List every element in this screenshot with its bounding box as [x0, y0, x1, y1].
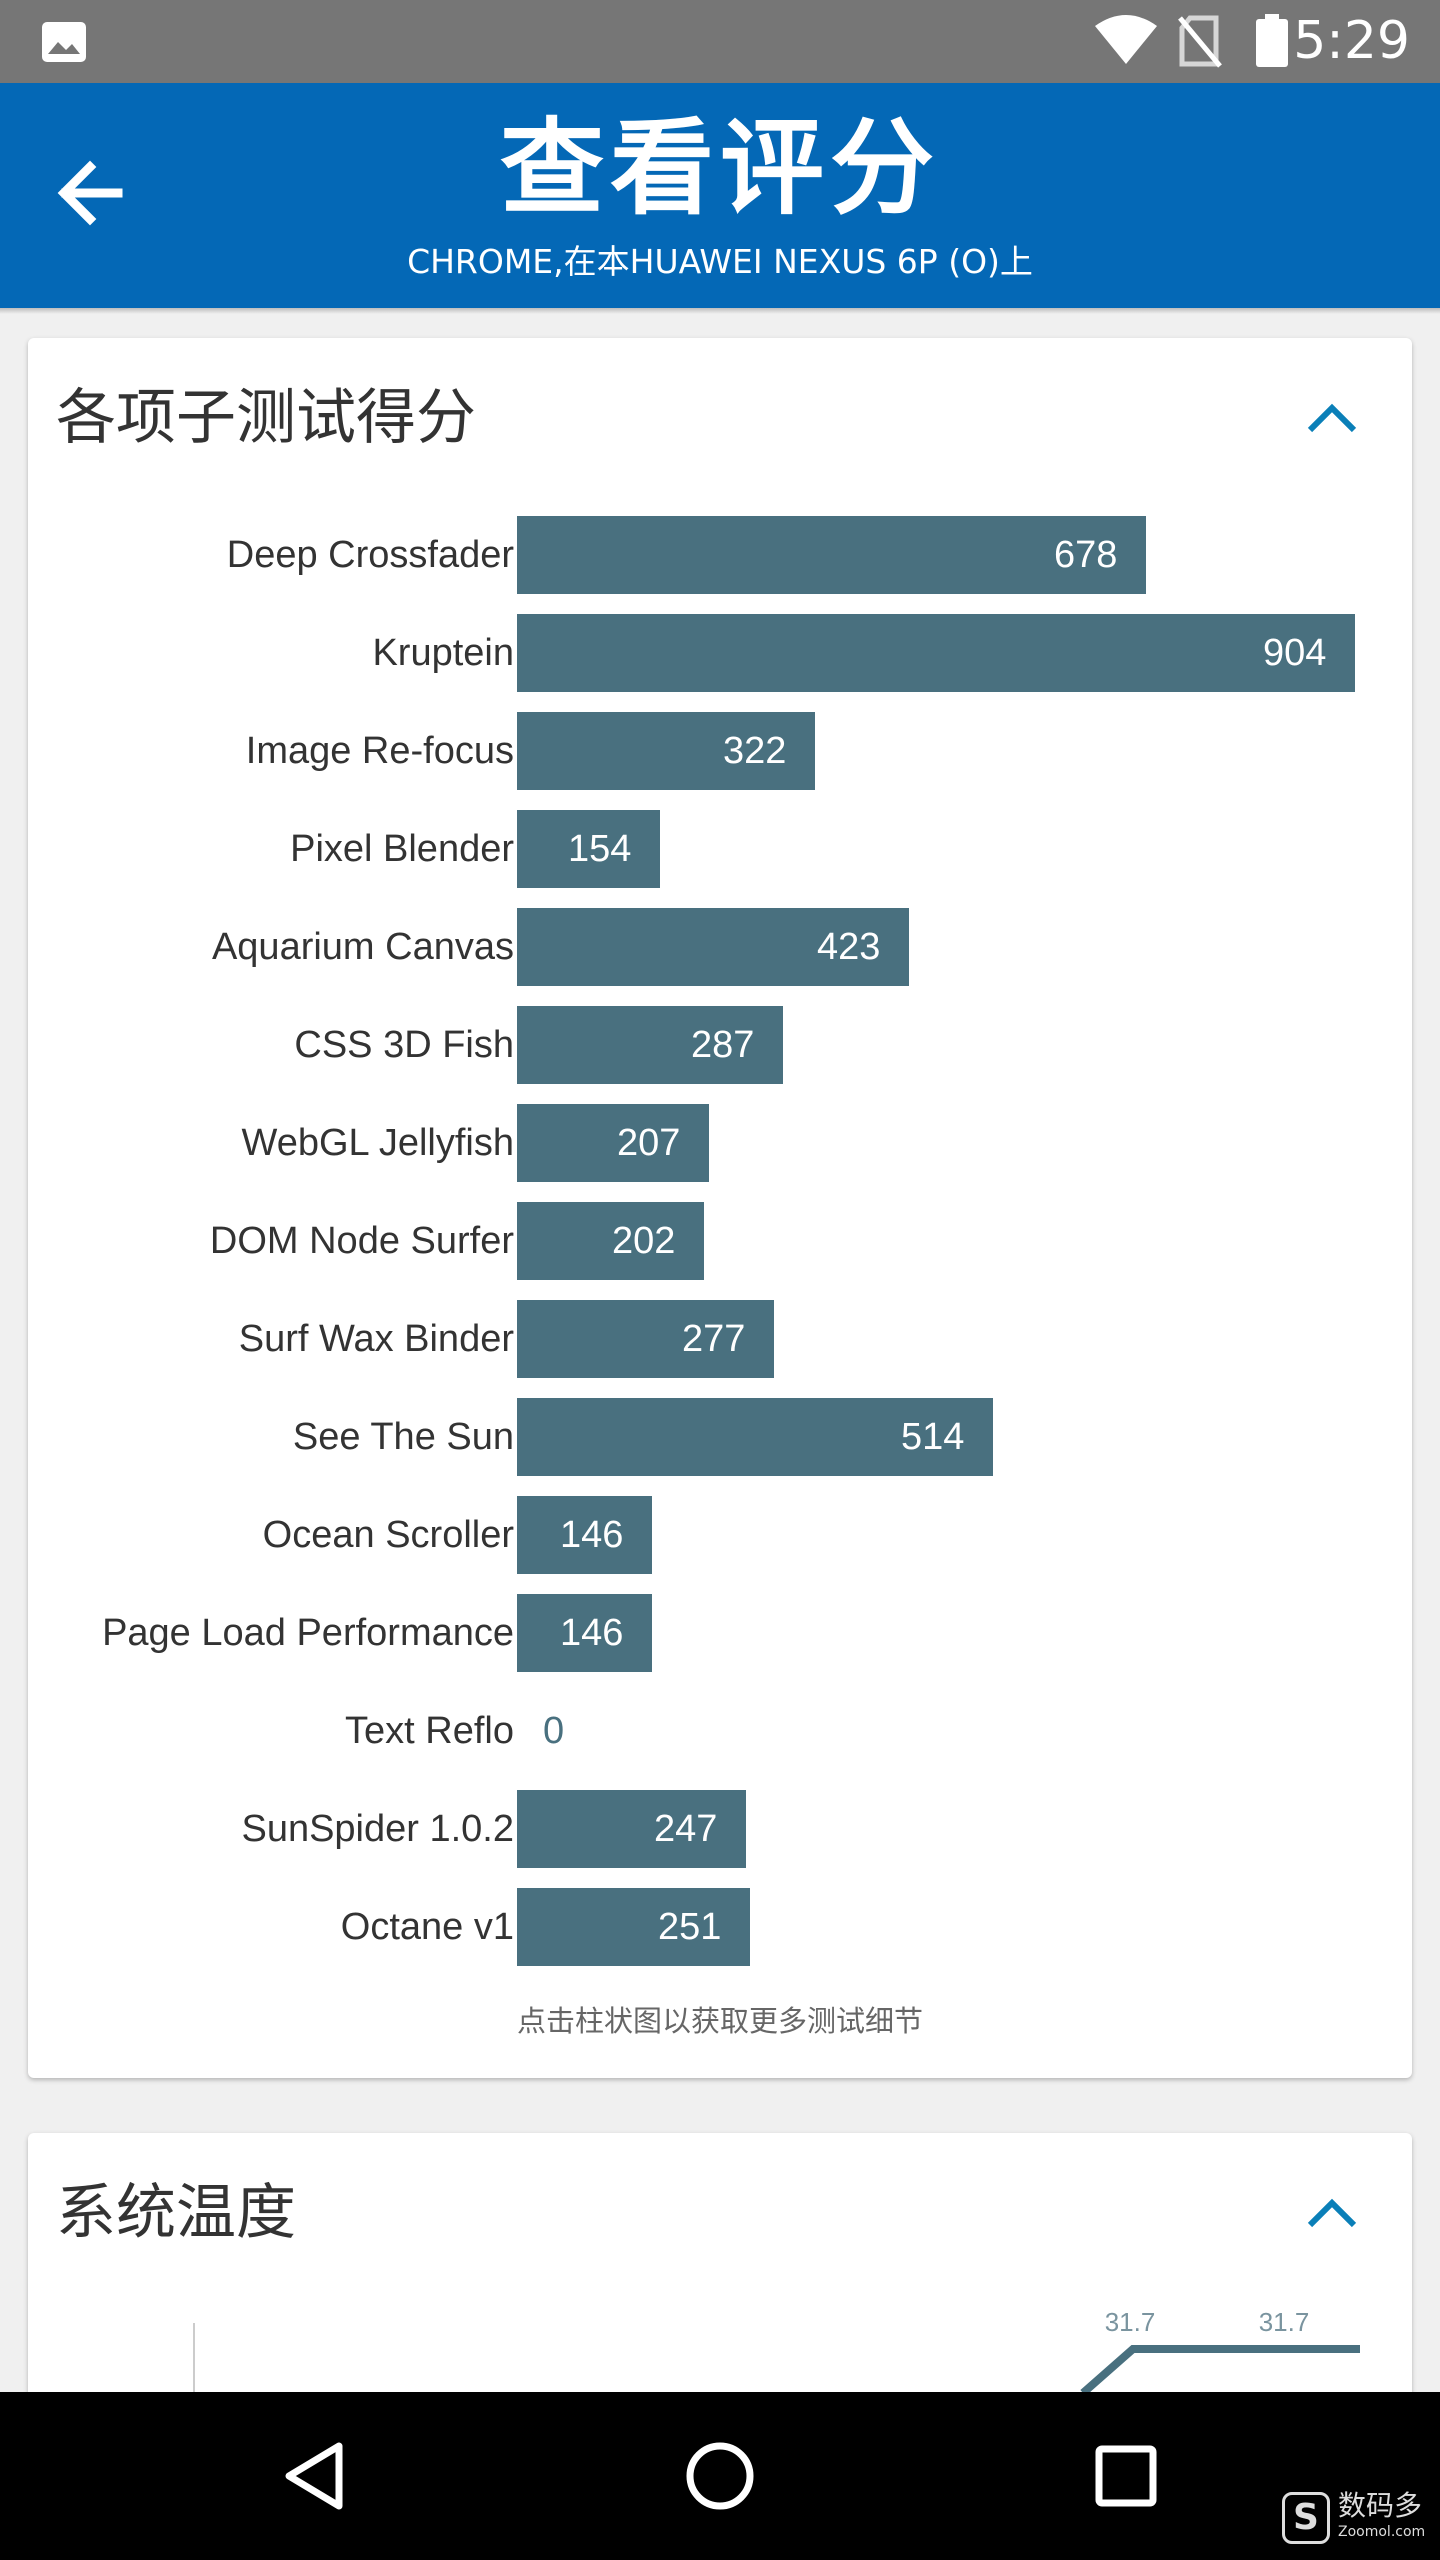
- bar-row[interactable]: See The Sun 514: [28, 1398, 1412, 1476]
- bar[interactable]: [517, 1398, 993, 1476]
- bar-row[interactable]: DOM Node Surfer 202: [28, 1202, 1412, 1280]
- bar-value-label: 247: [654, 1808, 718, 1850]
- navigation-bar: [0, 2392, 1440, 2560]
- page-subtitle: CHROME,在本HUAWEI NEXUS 6P (O)上: [407, 242, 1033, 281]
- bar-row[interactable]: CSS 3D Fish 287: [28, 1006, 1412, 1084]
- bar-value-label: 202: [612, 1220, 676, 1262]
- page-title: 查看评分: [499, 107, 940, 229]
- bar[interactable]: [517, 1888, 750, 1966]
- bar-value-label: 514: [901, 1416, 965, 1458]
- bar[interactable]: [517, 712, 815, 790]
- collapse-button[interactable]: [1302, 388, 1362, 448]
- bar-row[interactable]: Deep Crossfader 678: [28, 516, 1412, 594]
- bar-value-label: 423: [817, 926, 881, 968]
- nav-recent-apps-button[interactable]: [1092, 2436, 1160, 2516]
- chevron-up-icon: [1307, 403, 1357, 433]
- nav-home-button[interactable]: [680, 2436, 760, 2516]
- bar-value-label: 322: [723, 730, 787, 772]
- bar[interactable]: [517, 1006, 783, 1084]
- app-bar-shadow: [0, 308, 1440, 314]
- bar-value-label: 207: [617, 1122, 681, 1164]
- bar[interactable]: [517, 516, 1146, 594]
- subtest-scores-card: 各项子测试得分 Deep Crossfader 678 Kruptein 904 Ima…: [28, 338, 1412, 2078]
- collapse-button[interactable]: [1302, 2183, 1362, 2243]
- bar[interactable]: [517, 1594, 652, 1672]
- card-title: 各项子测试得分: [56, 383, 476, 453]
- bar-category-label: Deep Crossfader: [226, 534, 514, 576]
- bar-category-label: CSS 3D Fish: [294, 1024, 514, 1066]
- app-bar: 查看评分 CHROME,在本HUAWEI NEXUS 6P (O)上: [0, 83, 1440, 308]
- temperature-line-chart[interactable]: 31.7 31.7: [28, 2293, 1412, 2393]
- bar[interactable]: [517, 1104, 709, 1182]
- bar-category-label: Aquarium Canvas: [211, 926, 514, 968]
- bar-row[interactable]: Image Re-focus 322: [28, 712, 1412, 790]
- no-sim-icon: [1178, 15, 1222, 68]
- bar-category-label: Octane v1: [340, 1906, 514, 1948]
- arrow-back-icon: [57, 160, 123, 226]
- watermark-text: 数码多: [1338, 2489, 1423, 2522]
- gallery-icon: [42, 22, 86, 62]
- bar-value-label: 146: [560, 1612, 624, 1654]
- bar-value-label: 251: [658, 1906, 722, 1948]
- bar-row[interactable]: Pixel Blender 154: [28, 810, 1412, 888]
- battery-icon: [1256, 14, 1288, 67]
- bar-value-label: 904: [1263, 632, 1327, 674]
- bar-category-label: Surf Wax Binder: [238, 1318, 514, 1360]
- watermark-logo: S 数码多 Zoomol.com: [1282, 2488, 1432, 2550]
- temperature-label-2: 31.7: [1259, 2307, 1310, 2337]
- status-time: 5:29: [1293, 11, 1410, 71]
- bar-category-label: DOM Node Surfer: [209, 1220, 514, 1262]
- bar-category-label: Pixel Blender: [290, 828, 514, 870]
- bar-row[interactable]: WebGL Jellyfish 207: [28, 1104, 1412, 1182]
- bar-value-label: 0: [543, 1710, 565, 1752]
- temperature-label-1: 31.7: [1105, 2307, 1156, 2337]
- nav-back-button[interactable]: [277, 2436, 357, 2516]
- bar-category-label: Text Reflo: [345, 1710, 514, 1752]
- bar-row[interactable]: Surf Wax Binder 277: [28, 1300, 1412, 1378]
- status-bar: 5:29: [0, 0, 1440, 83]
- bar-value-label: 678: [1054, 534, 1118, 576]
- bar[interactable]: [517, 810, 660, 888]
- back-button[interactable]: [52, 153, 132, 233]
- bar[interactable]: [517, 1300, 774, 1378]
- bar-category-label: Image Re-focus: [245, 730, 514, 772]
- bar-value-label: 154: [568, 828, 632, 870]
- bar-row[interactable]: Page Load Performance 146: [28, 1594, 1412, 1672]
- chevron-up-icon: [1307, 2198, 1357, 2228]
- bar-row[interactable]: Octane v1 251: [28, 1888, 1412, 1966]
- bar-category-label: See The Sun: [292, 1416, 514, 1458]
- bar-category-label: Ocean Scroller: [262, 1514, 514, 1556]
- bar-row[interactable]: SunSpider 1.0.2 247: [28, 1790, 1412, 1868]
- bar-category-label: Page Load Performance: [102, 1612, 514, 1654]
- watermark-url: Zoomol.com: [1338, 2524, 1426, 2540]
- bar[interactable]: [517, 1496, 652, 1574]
- bar[interactable]: [517, 908, 909, 986]
- bar[interactable]: [517, 1202, 704, 1280]
- bar-value-label: 287: [691, 1024, 755, 1066]
- bar-row[interactable]: Ocean Scroller 146: [28, 1496, 1412, 1574]
- bar-category-label: WebGL Jellyfish: [241, 1122, 514, 1164]
- card-title: 系统温度: [56, 2178, 296, 2248]
- bar-row[interactable]: Aquarium Canvas 423: [28, 908, 1412, 986]
- bar-category-label: SunSpider 1.0.2: [241, 1808, 514, 1850]
- bar-value-label: 146: [560, 1514, 624, 1556]
- bar-value-label: 277: [682, 1318, 746, 1360]
- bar-row[interactable]: Text Reflo 0: [28, 1692, 1412, 1770]
- bar[interactable]: [517, 1790, 746, 1868]
- bar-row[interactable]: Kruptein 904: [28, 614, 1412, 692]
- bar[interactable]: [517, 614, 1355, 692]
- bar-category-label: Kruptein: [372, 632, 514, 674]
- wifi-icon: [1095, 15, 1157, 64]
- chart-hint: 点击柱状图以获取更多测试细节: [516, 2004, 923, 2038]
